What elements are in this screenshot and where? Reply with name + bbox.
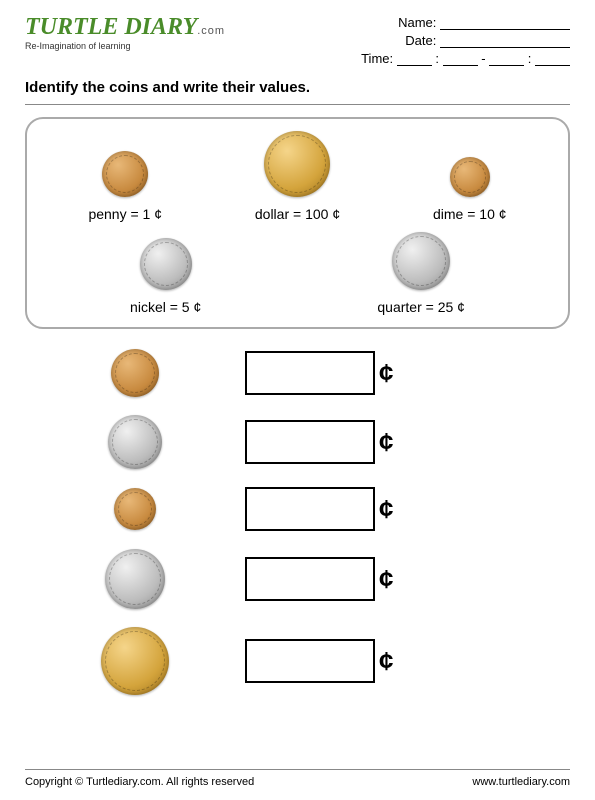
answer-box[interactable] [245, 557, 375, 601]
nickel-coin-icon [108, 415, 162, 469]
cent-symbol: ¢ [379, 646, 393, 677]
legend-item-dime: dime = 10 ¢ [433, 157, 507, 222]
legend-label: quarter = 25 ¢ [377, 299, 465, 315]
cent-symbol: ¢ [379, 427, 393, 458]
answer-box[interactable] [245, 639, 375, 683]
copyright: Copyright © Turtlediary.com. All rights … [25, 776, 254, 788]
time-blank[interactable] [397, 52, 432, 66]
answer-box[interactable] [245, 420, 375, 464]
cent-symbol: ¢ [379, 358, 393, 389]
legend-label: dollar = 100 ¢ [255, 206, 340, 222]
cent-symbol: ¢ [379, 564, 393, 595]
question-row: ¢ [25, 349, 570, 397]
name-label: Name: [398, 15, 436, 30]
penny-coin-icon [102, 151, 148, 197]
legend-item-penny: penny = 1 ¢ [88, 151, 162, 222]
footer: Copyright © Turtlediary.com. All rights … [25, 769, 570, 788]
answer-box[interactable] [245, 487, 375, 531]
time-blank[interactable] [443, 52, 478, 66]
legend-label: dime = 10 ¢ [433, 206, 507, 222]
dollar-coin-icon [101, 627, 169, 695]
dollar-coin-icon [264, 131, 330, 197]
cent-symbol: ¢ [379, 494, 393, 525]
dime-coin-icon [450, 157, 490, 197]
legend-label: nickel = 5 ¢ [130, 299, 201, 315]
legend-item-nickel: nickel = 5 ¢ [130, 238, 201, 315]
penny-coin-icon [111, 349, 159, 397]
legend-item-dollar: dollar = 100 ¢ [255, 131, 340, 222]
time-blank[interactable] [489, 52, 524, 66]
logo-tagline: Re-Imagination of learning [25, 41, 225, 51]
answer-box[interactable] [245, 351, 375, 395]
quarter-coin-icon [392, 232, 450, 290]
legend-item-quarter: quarter = 25 ¢ [377, 232, 465, 315]
logo: TURTLE DIARY.com Re-Imagination of learn… [25, 15, 225, 51]
date-blank[interactable] [440, 34, 570, 48]
info-block: Name: Date: Time: : - : [361, 15, 570, 69]
question-row: ¢ [25, 627, 570, 695]
legend-label: penny = 1 ¢ [88, 206, 162, 222]
question-row: ¢ [25, 415, 570, 469]
quarter-coin-icon [105, 549, 165, 609]
name-blank[interactable] [440, 16, 570, 30]
question-rows: ¢ ¢ ¢ ¢ ¢ [25, 349, 570, 695]
coin-legend: penny = 1 ¢ dollar = 100 ¢ dime = 10 ¢ nick… [25, 117, 570, 329]
question-row: ¢ [25, 487, 570, 531]
instruction-text: Identify the coins and write their value… [25, 79, 570, 96]
question-row: ¢ [25, 549, 570, 609]
nickel-coin-icon [140, 238, 192, 290]
time-label: Time: [361, 51, 393, 66]
date-label: Date: [405, 33, 436, 48]
divider [25, 104, 570, 105]
time-blank[interactable] [535, 52, 570, 66]
dime-coin-icon [114, 488, 156, 530]
logo-main: TURTLE DIARY [25, 14, 197, 40]
footer-url: www.turtlediary.com [472, 776, 570, 788]
logo-domain: .com [197, 25, 225, 37]
